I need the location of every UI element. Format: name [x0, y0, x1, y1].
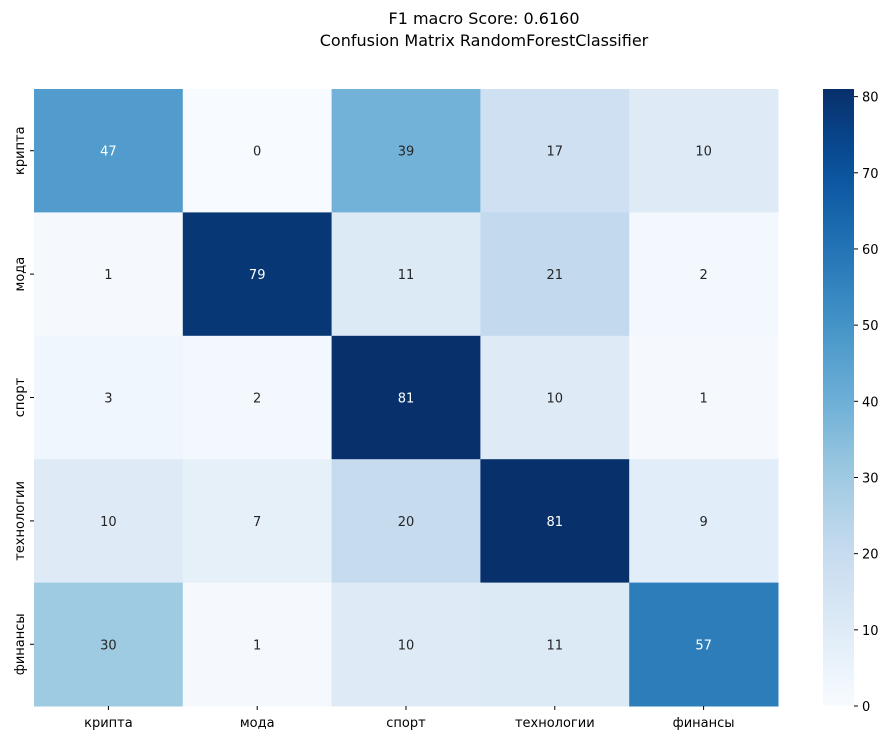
cell-value-label: 1	[253, 638, 261, 653]
heatmap-cell	[331, 335, 481, 460]
heatmap-cell	[182, 89, 333, 213]
heatmap-cell	[331, 459, 481, 584]
cell-value-label: 7	[253, 515, 261, 530]
cell-value-label: 11	[547, 638, 564, 653]
cell-value-label: 10	[100, 515, 117, 530]
colorbar-tick-label: 40	[862, 395, 879, 410]
cell-value-label: 10	[695, 145, 712, 160]
y-tick-label: финансы	[13, 613, 28, 675]
colorbar-tick-label: 80	[862, 91, 879, 106]
heatmap-cell	[629, 582, 779, 707]
cell-value-label: 81	[547, 515, 564, 530]
colorbar-tick-label: 10	[862, 624, 879, 639]
cell-value-label: 2	[253, 392, 261, 407]
heatmap-cell	[182, 582, 333, 707]
cell-value-label: 20	[398, 515, 415, 530]
colorbar-tick-label: 50	[862, 319, 879, 334]
cell-value-label: 1	[699, 392, 707, 407]
cell-value-label: 47	[100, 145, 117, 160]
chart-title: F1 macro Score: 0.6160	[388, 9, 579, 28]
x-tick-label: мода	[240, 716, 275, 731]
heatmap-cell	[34, 335, 184, 460]
x-tick-label: технологии	[515, 716, 595, 731]
heatmap-grid: 47 0 39 17 10 1 79 11 21 2 3 2 81 10 1 10 7 20 81 9 30 1 10 11 5…	[13, 89, 779, 731]
colorbar-tick-label: 70	[862, 167, 879, 182]
heatmap-cell	[182, 335, 333, 460]
heatmap-cell	[331, 89, 481, 213]
y-tick-label: крипта	[13, 126, 28, 175]
heatmap-cell	[34, 89, 184, 213]
cell-value-label: 0	[253, 145, 261, 160]
heatmap-cell	[182, 459, 333, 584]
cell-value-label: 39	[398, 145, 415, 160]
cell-value-label: 57	[695, 638, 712, 653]
cell-value-label: 21	[547, 268, 564, 283]
colorbar-tick-label: 30	[862, 471, 879, 486]
heatmap-cell	[182, 212, 333, 337]
heatmap-cell	[480, 89, 630, 213]
colorbar-tick-label: 20	[862, 548, 879, 563]
heatmap-cell	[34, 212, 184, 337]
x-tick-label: финансы	[673, 716, 735, 731]
cell-value-label: 1	[104, 268, 112, 283]
cell-value-label: 10	[547, 392, 564, 407]
cell-value-label: 30	[100, 638, 117, 653]
cell-value-label: 10	[398, 638, 415, 653]
heatmap-cell	[331, 212, 481, 337]
heatmap-cell	[34, 459, 184, 584]
cell-value-label: 79	[249, 268, 266, 283]
cell-value-label: 11	[398, 268, 415, 283]
heatmap-cell	[629, 459, 779, 584]
colorbar: 0 10 20 30 40 50 60 70 80	[823, 89, 879, 715]
colorbar-tick-label: 0	[862, 700, 870, 715]
heatmap-cell	[480, 212, 630, 337]
cell-value-label: 3	[104, 392, 112, 407]
heatmap-cell	[629, 212, 779, 337]
heatmap-cell	[629, 335, 779, 460]
heatmap-cell	[480, 335, 630, 460]
y-tick-label: технологии	[13, 481, 28, 561]
heatmap-cell	[331, 582, 481, 707]
cell-value-label: 17	[547, 145, 564, 160]
cell-value-label: 81	[398, 392, 415, 407]
heatmap-cell	[480, 459, 630, 584]
cell-value-label: 9	[699, 515, 707, 530]
heatmap-cell	[480, 582, 630, 707]
x-tick-label: крипта	[84, 716, 133, 731]
cell-value-label: 2	[699, 268, 707, 283]
colorbar-tick-label: 60	[862, 243, 879, 258]
y-tick-label: мода	[13, 257, 28, 292]
heatmap-cell	[34, 582, 184, 707]
colorbar-gradient	[823, 89, 854, 706]
y-tick-label: спорт	[13, 377, 28, 417]
chart-subtitle: Confusion Matrix RandomForestClassifier	[320, 31, 649, 50]
heatmap-cell	[629, 89, 779, 213]
x-tick-label: спорт	[386, 716, 426, 731]
